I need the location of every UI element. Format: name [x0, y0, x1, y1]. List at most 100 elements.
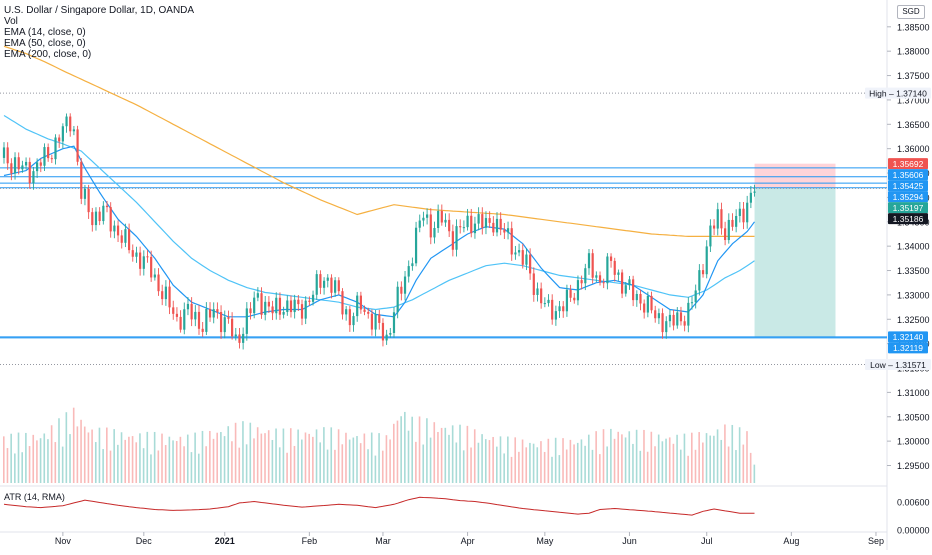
volume-bar [720, 439, 723, 483]
volume-bar [47, 439, 49, 483]
candle-body [297, 299, 300, 305]
candle-body [105, 205, 109, 208]
ema50-legend[interactable]: EMA (50, close, 0) [4, 38, 86, 49]
candle-body [286, 300, 289, 313]
volume-bar [120, 432, 123, 483]
candle-body [69, 116, 72, 132]
position-tool[interactable] [754, 163, 836, 337]
candle-body [223, 317, 226, 333]
volume-bar [518, 451, 520, 483]
volume-bar [205, 446, 207, 483]
candle-body [650, 295, 653, 311]
time-tick-label: Feb [302, 536, 318, 546]
ema14-legend[interactable]: EMA (14, close, 0) [4, 27, 86, 38]
candle-body [168, 286, 171, 308]
candle-body [495, 218, 499, 233]
volume-bar [28, 446, 31, 483]
ema200-legend[interactable]: EMA (200, close, 0) [4, 49, 92, 60]
volume-bar [679, 449, 682, 483]
candle-body [735, 215, 738, 227]
volume-bar [168, 436, 171, 483]
volume-bar [621, 434, 623, 483]
chart-title[interactable]: U.S. Dollar / Singapore Dollar, 1D, OAND… [4, 5, 195, 16]
candle-body [687, 302, 690, 326]
volume-bar [429, 437, 432, 483]
candle-body [300, 304, 304, 319]
candle-body [231, 318, 234, 337]
candle-body [407, 266, 410, 277]
time-tick-label: Jul [701, 536, 713, 546]
volume-legend[interactable]: Vol [4, 16, 18, 27]
price-label-box [888, 213, 928, 225]
candle-body [632, 279, 635, 301]
volume-bar [381, 450, 384, 483]
volume-bar [186, 434, 189, 483]
candle-body [584, 268, 587, 284]
candle-body [72, 129, 76, 132]
candle-body [477, 214, 480, 224]
volume-bar [76, 426, 79, 483]
price-label-box [865, 87, 931, 99]
volume-bar [562, 438, 564, 483]
volume-bar [407, 430, 410, 483]
volume-bar [422, 444, 425, 483]
candle-body [694, 290, 697, 303]
candle-body [94, 211, 98, 226]
candle-body [367, 311, 370, 314]
volume-bar [3, 436, 5, 483]
volume-bar [32, 434, 35, 483]
candle-body [701, 270, 705, 275]
candle-body [43, 147, 46, 166]
volume-bars [3, 407, 756, 483]
volume-bar [698, 432, 700, 483]
candle-body [602, 282, 605, 284]
candle-body [392, 312, 396, 334]
volume-bar [220, 432, 222, 483]
volume-bar [359, 443, 362, 483]
candle-body [617, 272, 620, 275]
price-tick-label: 1.33500 [897, 266, 930, 276]
volume-bar [242, 421, 244, 483]
candle-body [657, 313, 660, 319]
currency-button[interactable]: SGD [897, 5, 925, 19]
volume-bar [278, 447, 281, 483]
candle-body [473, 223, 477, 234]
candle-body [127, 229, 131, 251]
candle-body [50, 158, 53, 160]
volume-bar [17, 432, 20, 483]
ema14-line [3, 145, 755, 318]
candle-body [6, 147, 9, 164]
candle-body [698, 270, 701, 291]
volume-bar [551, 456, 553, 483]
price-label-text: 1.35692 [893, 159, 924, 169]
candle-body [470, 215, 473, 234]
volume-bar [426, 418, 428, 483]
volume-bar [337, 429, 340, 483]
price-label-text: 1.32140 [893, 332, 924, 342]
price-label-box [888, 180, 928, 192]
volume-bar [584, 445, 586, 483]
volume-bar [50, 425, 53, 483]
candle-body [109, 207, 112, 232]
price-label-text: 1.35294 [893, 192, 924, 202]
candle-body [319, 274, 322, 288]
candle-body [455, 226, 458, 250]
volume-bar [536, 447, 539, 483]
candle-body [242, 333, 245, 343]
candle-body [61, 126, 64, 142]
candle-body [161, 291, 164, 300]
candle-body [712, 225, 716, 229]
candle-body [422, 217, 425, 221]
candle-body [179, 316, 182, 330]
atr-legend: ATR (14, RMA) [4, 492, 65, 502]
candle-body [227, 317, 230, 319]
candle-body [253, 297, 256, 314]
horizontal-levels[interactable] [0, 92, 887, 366]
volume-bar [665, 438, 667, 483]
candle-body [330, 277, 333, 293]
candle-body [433, 227, 436, 238]
volume-bar [514, 437, 517, 483]
volume-bar [749, 452, 752, 483]
